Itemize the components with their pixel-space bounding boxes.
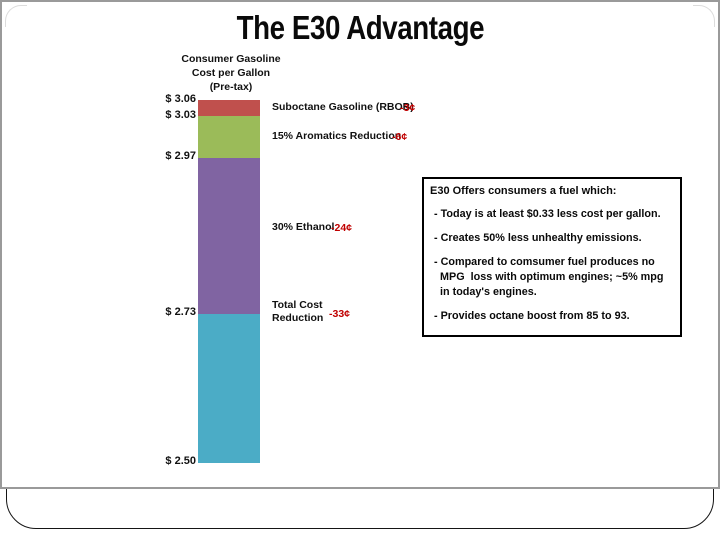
segment-value-total-cost: -33¢ <box>329 308 351 320</box>
segment-label-total-cost: Total Cost Reduction <box>272 299 324 324</box>
segment-label-suboctane: Suboctane Gasoline (RBOB) <box>272 101 414 113</box>
e30-benefits-callout-box: E30 Offers consumers a fuel which: - Tod… <box>422 177 682 337</box>
callout-bullet-octane: - Provides octane boost from 85 to 93. <box>434 310 630 322</box>
price-tick-3-03: $ 3.03 <box>165 109 196 121</box>
price-tick-3-06: $ 3.06 <box>165 93 196 105</box>
bar-segment-suboctane-gasoline <box>198 100 260 116</box>
callout-heading: E30 Offers consumers a fuel which: <box>430 185 617 197</box>
callout-bullet-cost: - Today is at least $0.33 less cost per … <box>434 208 661 220</box>
callout-bullet-emissions: - Creates 50% less unhealthy emissions. <box>434 232 642 244</box>
segment-value-ethanol: -24¢ <box>331 222 353 234</box>
segment-label-ethanol: 30% Ethanol <box>272 221 335 233</box>
segment-label-aromatics: 15% Aromatics Reduction <box>272 130 402 142</box>
page-title: The E30 Advantage <box>0 9 720 47</box>
bar-segment-aromatics-reduction <box>198 116 260 158</box>
frame-corner-top-left <box>5 5 27 27</box>
price-tick-2-50: $ 2.50 <box>165 455 196 467</box>
segment-value-aromatics: -6¢ <box>392 131 408 143</box>
bar-column-header: Consumer Gasoline Cost per Gallon (Pre-t… <box>156 52 306 94</box>
price-tick-2-97: $ 2.97 <box>165 150 196 162</box>
bar-segment-total-cost-reduction <box>198 314 260 463</box>
bar-segment-ethanol <box>198 158 260 314</box>
bar-column-header-line3: (Pre-tax) <box>209 81 253 93</box>
callout-bullet-mpg: - Compared to comsumer fuel produces no … <box>434 256 667 298</box>
page-title-text: The E30 Advantage <box>236 9 484 46</box>
price-tick-2-73: $ 2.73 <box>165 306 196 318</box>
segment-value-suboctane: -3¢ <box>400 102 416 114</box>
bar-column-header-line2: Cost per Gallon <box>191 67 271 79</box>
bar-column-header-line1: Consumer Gasoline <box>181 53 281 65</box>
